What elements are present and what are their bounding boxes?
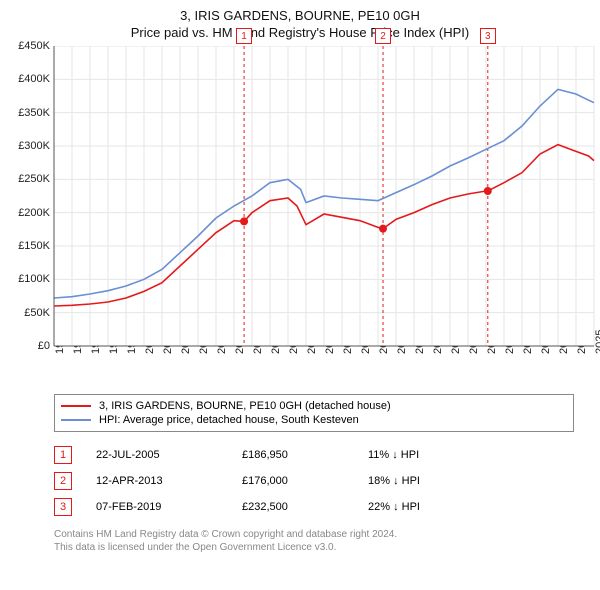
credit-line: This data is licensed under the Open Gov… <box>54 541 574 554</box>
event-delta: 22% ↓ HPI <box>368 501 448 513</box>
event-badge: 2 <box>54 472 72 490</box>
event-price: £186,950 <box>242 449 362 461</box>
event-marker <box>379 225 387 233</box>
title-line-2: Price paid vs. HM Land Registry's House … <box>6 25 594 40</box>
event-row: 2 12-APR-2013 £176,000 18% ↓ HPI <box>54 468 574 494</box>
event-delta: 18% ↓ HPI <box>368 475 448 487</box>
event-price: £176,000 <box>242 475 362 487</box>
event-row: 1 22-JUL-2005 £186,950 11% ↓ HPI <box>54 442 574 468</box>
event-badge: 3 <box>54 498 72 516</box>
legend-label: 3, IRIS GARDENS, BOURNE, PE10 0GH (detac… <box>99 400 391 412</box>
event-delta: 11% ↓ HPI <box>368 449 448 461</box>
event-marker <box>484 187 492 195</box>
event-line-badge: 3 <box>480 28 496 44</box>
legend-row: HPI: Average price, detached house, Sout… <box>61 413 567 427</box>
event-line-badge: 1 <box>236 28 252 44</box>
event-date: 12-APR-2013 <box>96 475 236 487</box>
title-line-1: 3, IRIS GARDENS, BOURNE, PE10 0GH <box>6 8 594 23</box>
event-line-badge: 2 <box>375 28 391 44</box>
legend-swatch <box>61 419 91 421</box>
credits: Contains HM Land Registry data © Crown c… <box>54 528 574 554</box>
event-date: 22-JUL-2005 <box>96 449 236 461</box>
legend-row: 3, IRIS GARDENS, BOURNE, PE10 0GH (detac… <box>61 399 567 413</box>
legend-swatch <box>61 405 91 407</box>
legend: 3, IRIS GARDENS, BOURNE, PE10 0GH (detac… <box>54 394 574 432</box>
event-date: 07-FEB-2019 <box>96 501 236 513</box>
event-row: 3 07-FEB-2019 £232,500 22% ↓ HPI <box>54 494 574 520</box>
event-badge: 1 <box>54 446 72 464</box>
credit-line: Contains HM Land Registry data © Crown c… <box>54 528 574 541</box>
chart: £0£50K£100K£150K£200K£250K£300K£350K£400… <box>6 46 594 386</box>
plot-svg <box>6 46 596 348</box>
events-table: 1 22-JUL-2005 £186,950 11% ↓ HPI 2 12-APR-201… <box>54 442 574 520</box>
legend-label: HPI: Average price, detached house, Sout… <box>99 414 359 426</box>
event-price: £232,500 <box>242 501 362 513</box>
event-marker <box>240 217 248 225</box>
